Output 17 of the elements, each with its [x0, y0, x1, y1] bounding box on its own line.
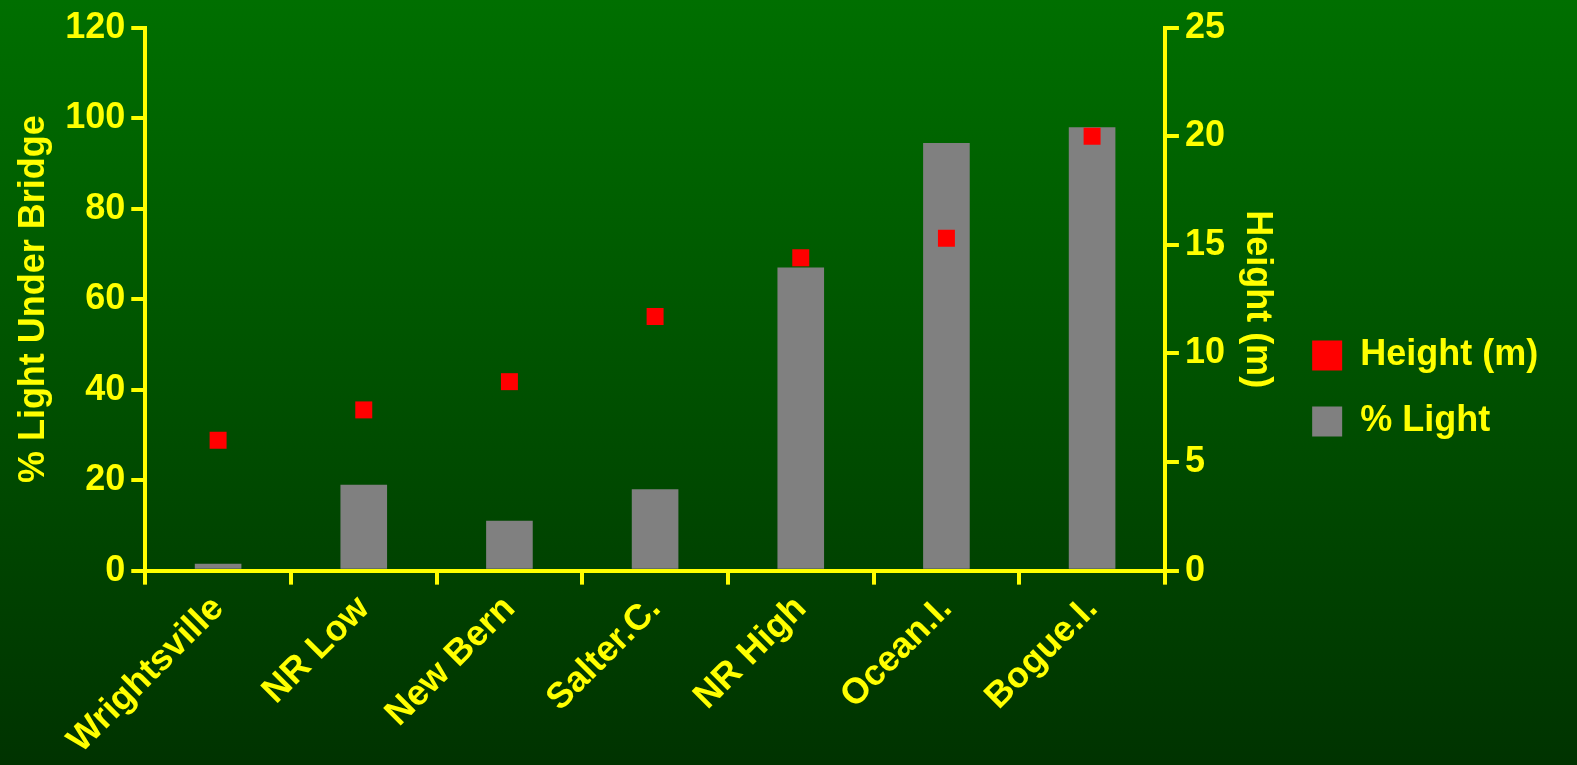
y2-tick-label: 10: [1184, 330, 1225, 372]
y-tick-label: 40: [85, 366, 126, 408]
y2-tick-label: 25: [1184, 4, 1225, 46]
y2-tick-label: 20: [1184, 113, 1225, 155]
y-tick-label: 20: [85, 457, 126, 499]
y-tick-label: 80: [85, 185, 126, 227]
y2-tick-label: 0: [1184, 547, 1205, 589]
y2-axis-title: Height (m): [1238, 210, 1280, 389]
y-tick-label: 0: [105, 547, 126, 589]
legend-label: % Light: [1360, 398, 1491, 440]
y-tick-label: 60: [85, 276, 126, 318]
y-tick-label: 120: [65, 4, 126, 46]
y-axis-title: % Light Under Bridge: [10, 115, 52, 484]
y2-tick-label: 5: [1184, 438, 1205, 480]
y2-tick-label: 15: [1184, 221, 1225, 263]
y-tick-label: 100: [65, 95, 126, 137]
legend-label: Height (m): [1360, 332, 1539, 374]
